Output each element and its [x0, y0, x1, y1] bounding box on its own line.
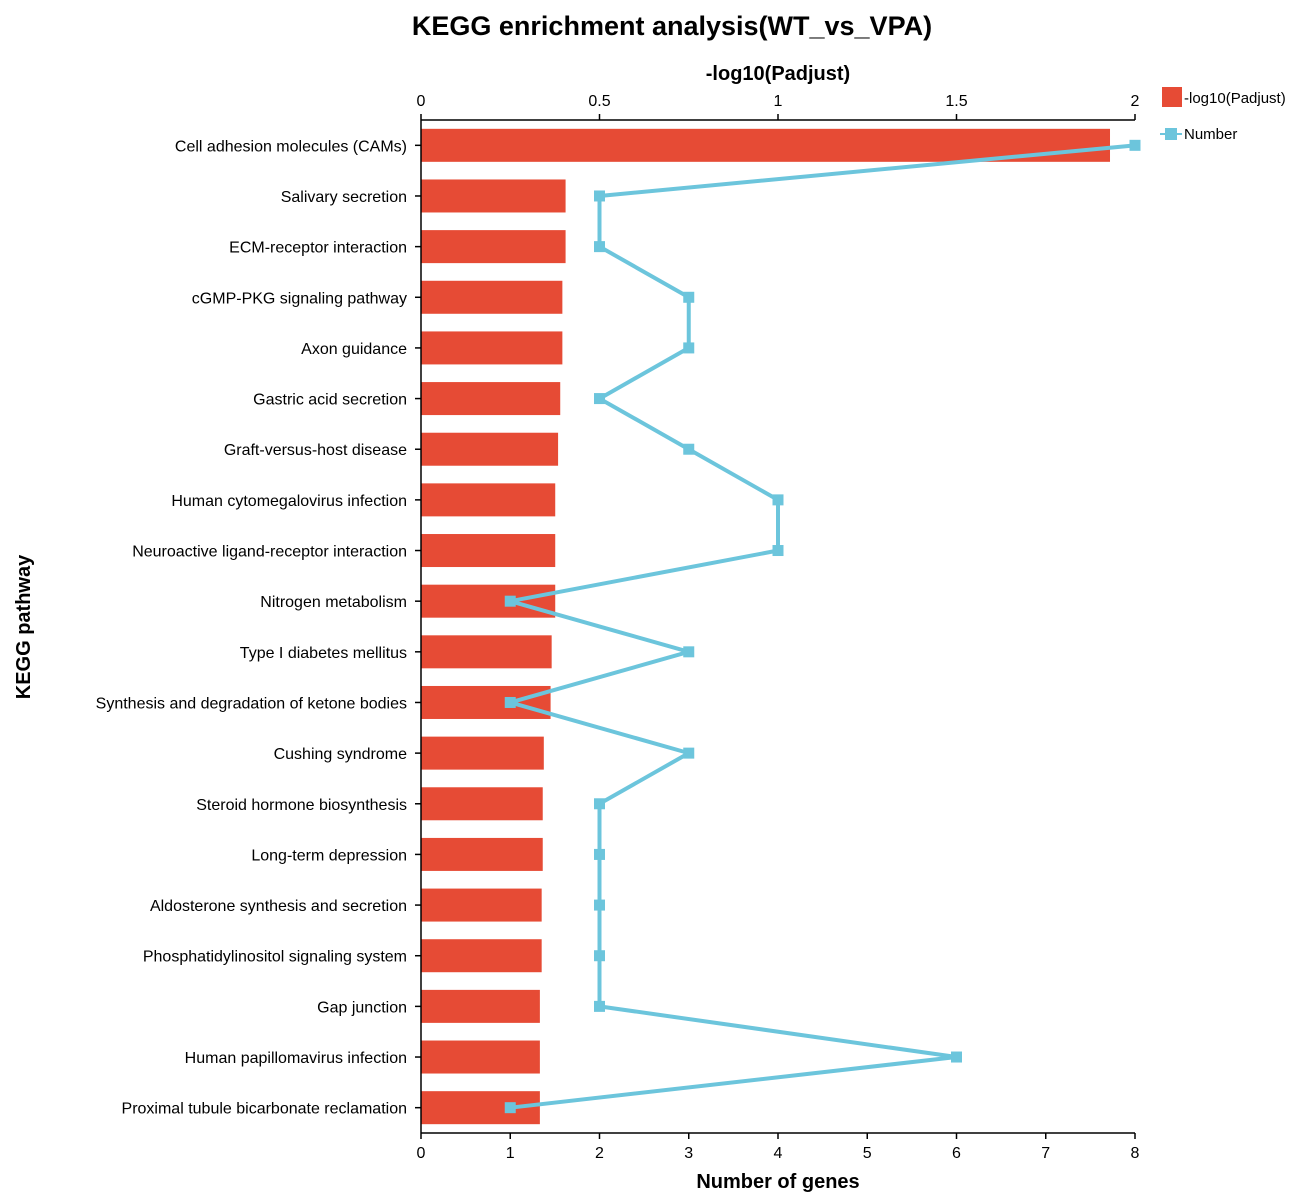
bottom-tick-label-6: 6	[952, 1145, 961, 1162]
number-point-4	[683, 342, 695, 354]
number-point-17	[594, 1000, 605, 1012]
bar-10	[421, 635, 552, 669]
bar-13	[421, 787, 543, 821]
bar-4	[421, 331, 563, 365]
bar-9	[421, 584, 556, 618]
category-label-7: Human cytomegalovirus infection	[171, 493, 407, 510]
axes-layer: Cell adhesion molecules (CAMs) Salivary s…	[96, 93, 1140, 1162]
bar-7	[421, 483, 556, 517]
top-tick-label-2: 1	[774, 93, 783, 110]
category-label-14: Long-term depression	[251, 847, 407, 864]
bar-12	[421, 736, 544, 770]
category-label-0: Cell adhesion molecules (CAMs)	[175, 138, 407, 155]
number-point-19	[504, 1102, 516, 1114]
category-label-11: Synthesis and degradation of ketone bodi…	[96, 695, 407, 712]
number-point-18	[951, 1051, 962, 1063]
category-label-15: Aldosterone synthesis and secretion	[150, 898, 407, 915]
bar-1	[421, 179, 566, 213]
category-label-6: Graft-versus-host disease	[224, 442, 407, 459]
category-label-13: Steroid hormone biosynthesis	[196, 797, 407, 814]
bottom-tick-label-0: 0	[417, 1145, 426, 1162]
category-label-8: Neuroactive ligand-receptor interaction	[132, 544, 407, 561]
bar-0	[421, 128, 1111, 162]
top-tick-label-1: 0.5	[588, 93, 610, 110]
number-point-14	[594, 848, 605, 860]
legend-label-number: Number	[1184, 126, 1237, 143]
bar-14	[421, 837, 543, 871]
category-label-3: cGMP-PKG signaling pathway	[192, 290, 407, 307]
bottom-tick-label-7: 7	[1041, 1145, 1050, 1162]
number-point-12	[683, 747, 695, 759]
number-point-9	[504, 595, 516, 607]
bar-18	[421, 1040, 540, 1074]
number-point-15	[594, 899, 605, 911]
chart-title: KEGG enrichment analysis(WT_vs_VPA)	[412, 11, 932, 41]
bottom-tick-label-4: 4	[774, 1145, 783, 1162]
bar-17	[421, 989, 540, 1023]
category-label-9: Nitrogen metabolism	[260, 594, 407, 611]
bar-16	[421, 939, 542, 973]
category-label-1: Salivary secretion	[281, 189, 407, 206]
bar-15	[421, 888, 542, 922]
category-label-4: Axon guidance	[301, 341, 407, 358]
number-point-1	[594, 190, 605, 202]
number-point-6	[683, 443, 695, 455]
number-point-8	[772, 545, 784, 557]
category-label-19: Proximal tubule bicarbonate reclamation	[122, 1101, 407, 1118]
bar-11	[421, 685, 551, 719]
number-point-7	[772, 494, 784, 506]
number-series-line	[508, 143, 1136, 1110]
bar-8	[421, 534, 556, 568]
category-label-2: ECM-receptor interaction	[229, 240, 407, 257]
bottom-axis-title: Number of genes	[696, 1171, 859, 1192]
number-point-16	[594, 950, 605, 962]
y-axis-title: KEGG pathway	[13, 554, 35, 699]
category-label-5: Gastric acid secretion	[253, 392, 407, 409]
legend: -log10(Padjust) Number	[1160, 87, 1286, 143]
number-point-2	[594, 241, 605, 253]
bars-layer	[421, 128, 1111, 1125]
top-tick-label-4: 2	[1131, 93, 1140, 110]
category-label-17: Gap junction	[317, 999, 407, 1016]
bottom-tick-label-1: 1	[506, 1145, 515, 1162]
number-point-0	[1129, 139, 1141, 151]
legend-swatch-padjust	[1162, 87, 1182, 107]
bottom-tick-label-8: 8	[1131, 1145, 1140, 1162]
bottom-tick-label-2: 2	[595, 1145, 604, 1162]
top-tick-label-0: 0	[417, 93, 426, 110]
bar-6	[421, 432, 559, 466]
bar-2	[421, 230, 566, 264]
top-axis-title: -log10(Padjust)	[706, 63, 850, 85]
legend-label-padjust: -log10(Padjust)	[1184, 90, 1286, 107]
category-label-10: Type I diabetes mellitus	[240, 645, 407, 662]
category-label-18: Human papillomavirus infection	[185, 1050, 407, 1067]
bottom-tick-label-5: 5	[863, 1145, 872, 1162]
number-point-10	[683, 646, 695, 658]
bottom-tick-label-3: 3	[684, 1145, 693, 1162]
category-label-16: Phosphatidylinositol signaling system	[143, 949, 407, 966]
number-point-11	[504, 696, 516, 708]
line-layer	[504, 139, 1141, 1114]
legend-swatch-number-marker	[1165, 128, 1177, 140]
number-point-5	[594, 393, 605, 405]
number-point-13	[594, 798, 605, 810]
bar-3	[421, 280, 563, 314]
bar-5	[421, 382, 561, 416]
category-label-12: Cushing syndrome	[274, 746, 408, 763]
top-tick-label-3: 1.5	[945, 93, 967, 110]
number-point-3	[683, 291, 695, 303]
